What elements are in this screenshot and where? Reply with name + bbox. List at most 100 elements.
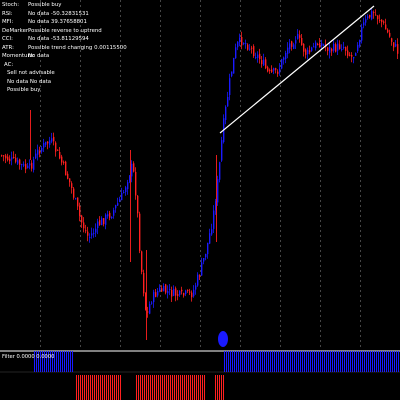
candle-bull — [115, 205, 117, 209]
candle-bear — [65, 161, 67, 176]
candle-bull — [107, 214, 109, 217]
candle-bull — [231, 71, 233, 77]
candle-bear — [373, 12, 375, 13]
info-label: MFI: — [2, 19, 14, 25]
info-line: AC: — [4, 61, 14, 68]
candle-bull — [311, 47, 313, 51]
candle-bull — [97, 221, 99, 229]
candle-bull — [129, 175, 131, 182]
candle-bear — [335, 44, 337, 52]
candle-bear — [347, 50, 349, 56]
candle-bull — [11, 157, 13, 160]
candle-bull — [263, 59, 265, 66]
info-label: RSI: — [2, 10, 13, 17]
info-row: ATR: Possible trend changing 0.00115500 — [2, 44, 152, 53]
candle-bull — [353, 57, 355, 59]
candle-bull — [287, 47, 289, 54]
candle-bull — [333, 44, 335, 51]
info-row: CCI: No data -53.81129594 — [2, 35, 152, 44]
candle-bear — [187, 289, 189, 291]
candle-bull — [207, 242, 209, 255]
candle-bear — [385, 24, 387, 30]
candle-bear — [251, 47, 253, 49]
candle-bull — [233, 57, 235, 74]
candle-bull — [173, 288, 175, 296]
candle-bear — [269, 70, 271, 72]
candle-bear — [191, 292, 193, 298]
candle-bear — [25, 163, 27, 170]
candle-bull — [193, 289, 195, 297]
candle-bull — [203, 258, 205, 262]
indicator-window-label: Filter 0.0000 0.0000 — [2, 354, 55, 360]
candle-bear — [267, 67, 269, 72]
candle-bull — [219, 162, 221, 180]
candle-bear — [57, 149, 59, 151]
candle-bear — [69, 178, 71, 183]
info-line: No data No data — [7, 78, 52, 85]
candle-bull — [23, 164, 25, 166]
candle-bear — [77, 197, 79, 207]
candle-bull — [201, 262, 203, 276]
candle-bear — [277, 71, 279, 74]
candle-bull — [125, 187, 127, 192]
candle-bull — [295, 40, 297, 44]
candle-bull — [131, 163, 133, 177]
candle-bull — [29, 163, 31, 166]
candle-bear — [271, 69, 273, 72]
candle-bear — [349, 54, 351, 56]
indicator-histogram — [0, 351, 400, 400]
candle-bull — [121, 193, 123, 201]
candle-bear — [61, 156, 63, 163]
signal-marker-dot — [218, 331, 228, 347]
candle-bear — [377, 15, 379, 20]
candle-bear — [299, 35, 301, 38]
candle-bear — [383, 21, 385, 23]
trendline-layer[interactable] — [219, 5, 375, 134]
candle-bull — [33, 159, 35, 170]
info-row: DeMarker: Possible reverse to uptrend — [2, 27, 152, 36]
candle-bull — [285, 52, 287, 60]
candle-bull — [323, 44, 325, 46]
candle-bull — [157, 290, 159, 296]
candlestick-series — [1, 8, 399, 340]
candle-bear — [181, 289, 183, 292]
info-value: No data -50.32831531 — [28, 10, 89, 17]
candle-bull — [293, 44, 295, 49]
trendline[interactable] — [219, 5, 375, 134]
candle-bear — [145, 292, 147, 310]
info-row: Stoch: Possible buy — [2, 1, 152, 10]
candle-bear — [291, 41, 293, 47]
candle-bull — [297, 33, 299, 39]
candle-bear — [79, 205, 81, 216]
candle-bull — [365, 19, 367, 23]
info-label: Momentum: — [2, 53, 35, 59]
candle-bear — [85, 230, 87, 232]
candle-bear — [175, 288, 177, 296]
candle-bear — [135, 172, 137, 196]
candle-bear — [155, 292, 157, 297]
candle-bear — [165, 284, 167, 293]
info-row: RSI: No data -50.32831531 — [2, 10, 152, 19]
candle-bull — [239, 37, 241, 42]
info-row: MFI: No data 39.37658801 — [2, 18, 152, 27]
candle-bull — [159, 287, 161, 291]
candle-bear — [265, 59, 267, 69]
candle-bear — [141, 251, 143, 272]
indicator-info-panel: Stoch: Possible buy RSI: No data -50.328315… — [2, 1, 152, 95]
candle-bear — [59, 152, 61, 159]
candle-bull — [313, 46, 315, 48]
candle-bear — [305, 49, 307, 55]
info-label: ATR: — [2, 44, 14, 51]
candle-bear — [13, 157, 15, 158]
candle-bear — [253, 46, 255, 56]
candle-bull — [213, 210, 215, 229]
grid-lines — [40, 0, 361, 350]
candle-bull — [205, 253, 207, 258]
candle-bear — [103, 218, 105, 225]
candle-bear — [67, 173, 69, 179]
info-label: DeMarker: — [2, 27, 30, 34]
candle-bear — [31, 162, 33, 169]
candle-bull — [41, 148, 43, 152]
